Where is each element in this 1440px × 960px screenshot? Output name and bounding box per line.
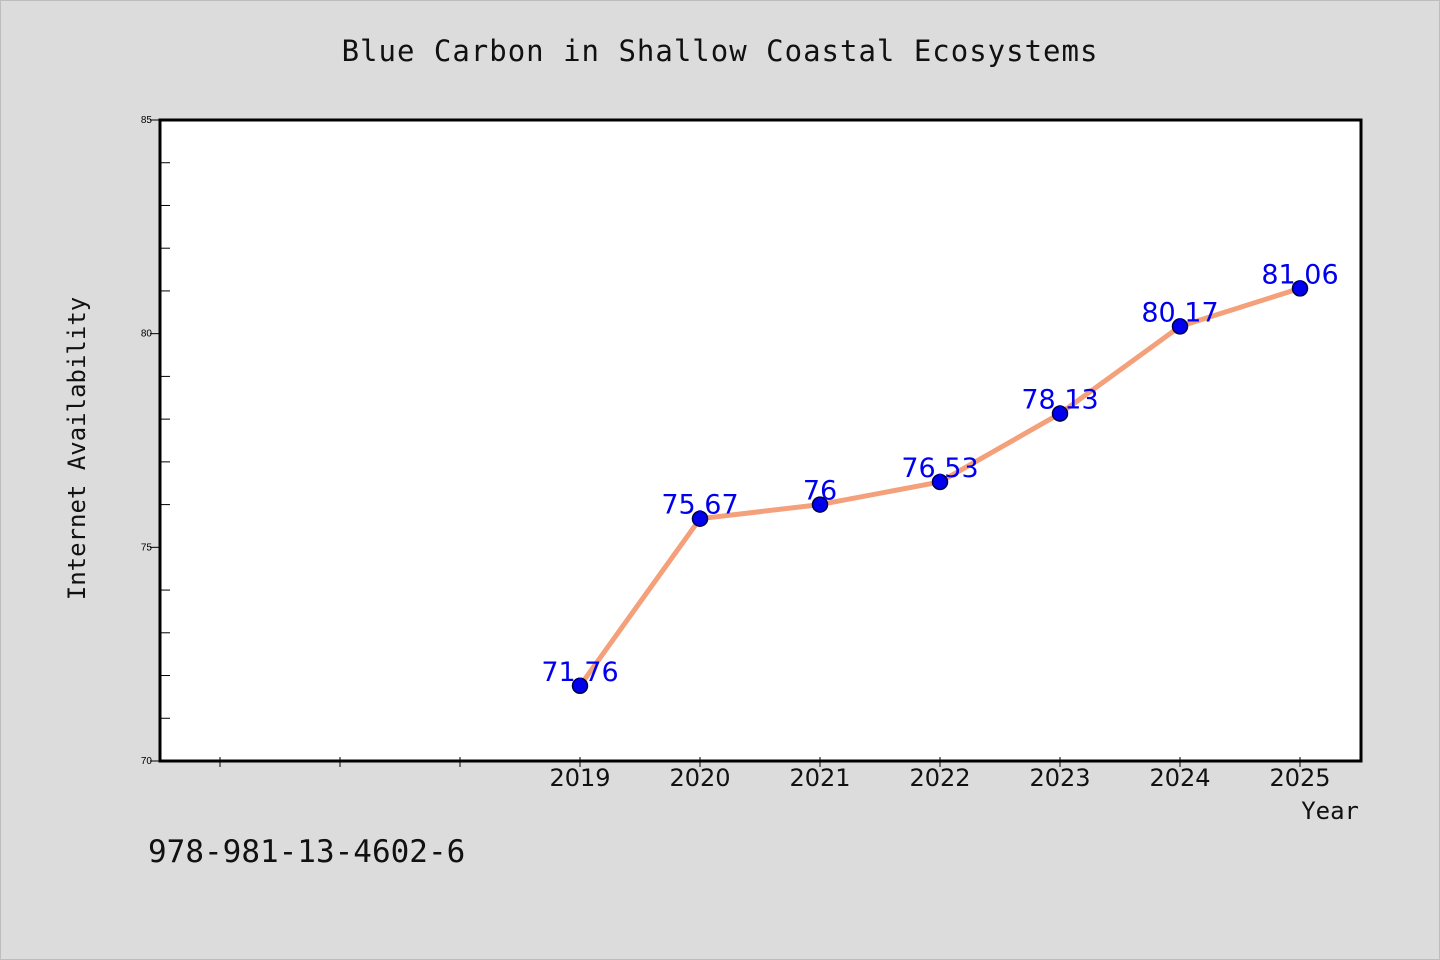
y-tick-label: 75 xyxy=(141,542,153,553)
x-tick-label: 2019 xyxy=(549,764,610,792)
data-label: 75.67 xyxy=(661,490,738,521)
x-tick-label: 2021 xyxy=(789,764,850,792)
x-axis-title: Year xyxy=(1301,797,1359,825)
x-tick-label: 2023 xyxy=(1029,764,1090,792)
series-group: 71.76 75.67 76 76.53 78.13 80.17 81.06 xyxy=(541,259,1339,695)
data-label: 76.53 xyxy=(901,453,978,484)
y-tick-label: 85 xyxy=(141,115,153,126)
data-point xyxy=(1171,318,1189,335)
data-label: 81.06 xyxy=(1261,259,1338,290)
y-tick-label: 70 xyxy=(141,756,153,767)
plot-area xyxy=(158,118,1363,763)
chart-title: Blue Carbon in Shallow Coastal Ecosystem… xyxy=(341,34,1099,68)
x-tick-label: 2024 xyxy=(1149,764,1210,792)
data-label: 78.13 xyxy=(1021,385,1098,416)
data-point xyxy=(571,677,589,695)
y-axis-title: Internet Availability xyxy=(63,297,91,600)
x-tick-label: 2025 xyxy=(1269,764,1330,792)
x-axis-ticks: 2019 2020 2021 2022 2023 2024 2025 xyxy=(219,757,1331,792)
data-point xyxy=(811,496,829,513)
data-point xyxy=(931,473,949,491)
data-point xyxy=(1291,280,1309,297)
x-tick-label: 2020 xyxy=(669,764,730,792)
x-tick-label: 2022 xyxy=(909,764,970,792)
data-point xyxy=(1051,405,1069,422)
data-label: 80.17 xyxy=(1141,297,1218,328)
data-point xyxy=(691,510,709,527)
data-label: 71.76 xyxy=(541,657,618,688)
y-tick-label: 80 xyxy=(141,329,153,340)
data-label: 76 xyxy=(803,476,837,507)
footer-isbn: 978-981-13-4602-6 xyxy=(148,834,466,870)
y-axis-ticks: 70 75 80 85 xyxy=(141,115,170,767)
